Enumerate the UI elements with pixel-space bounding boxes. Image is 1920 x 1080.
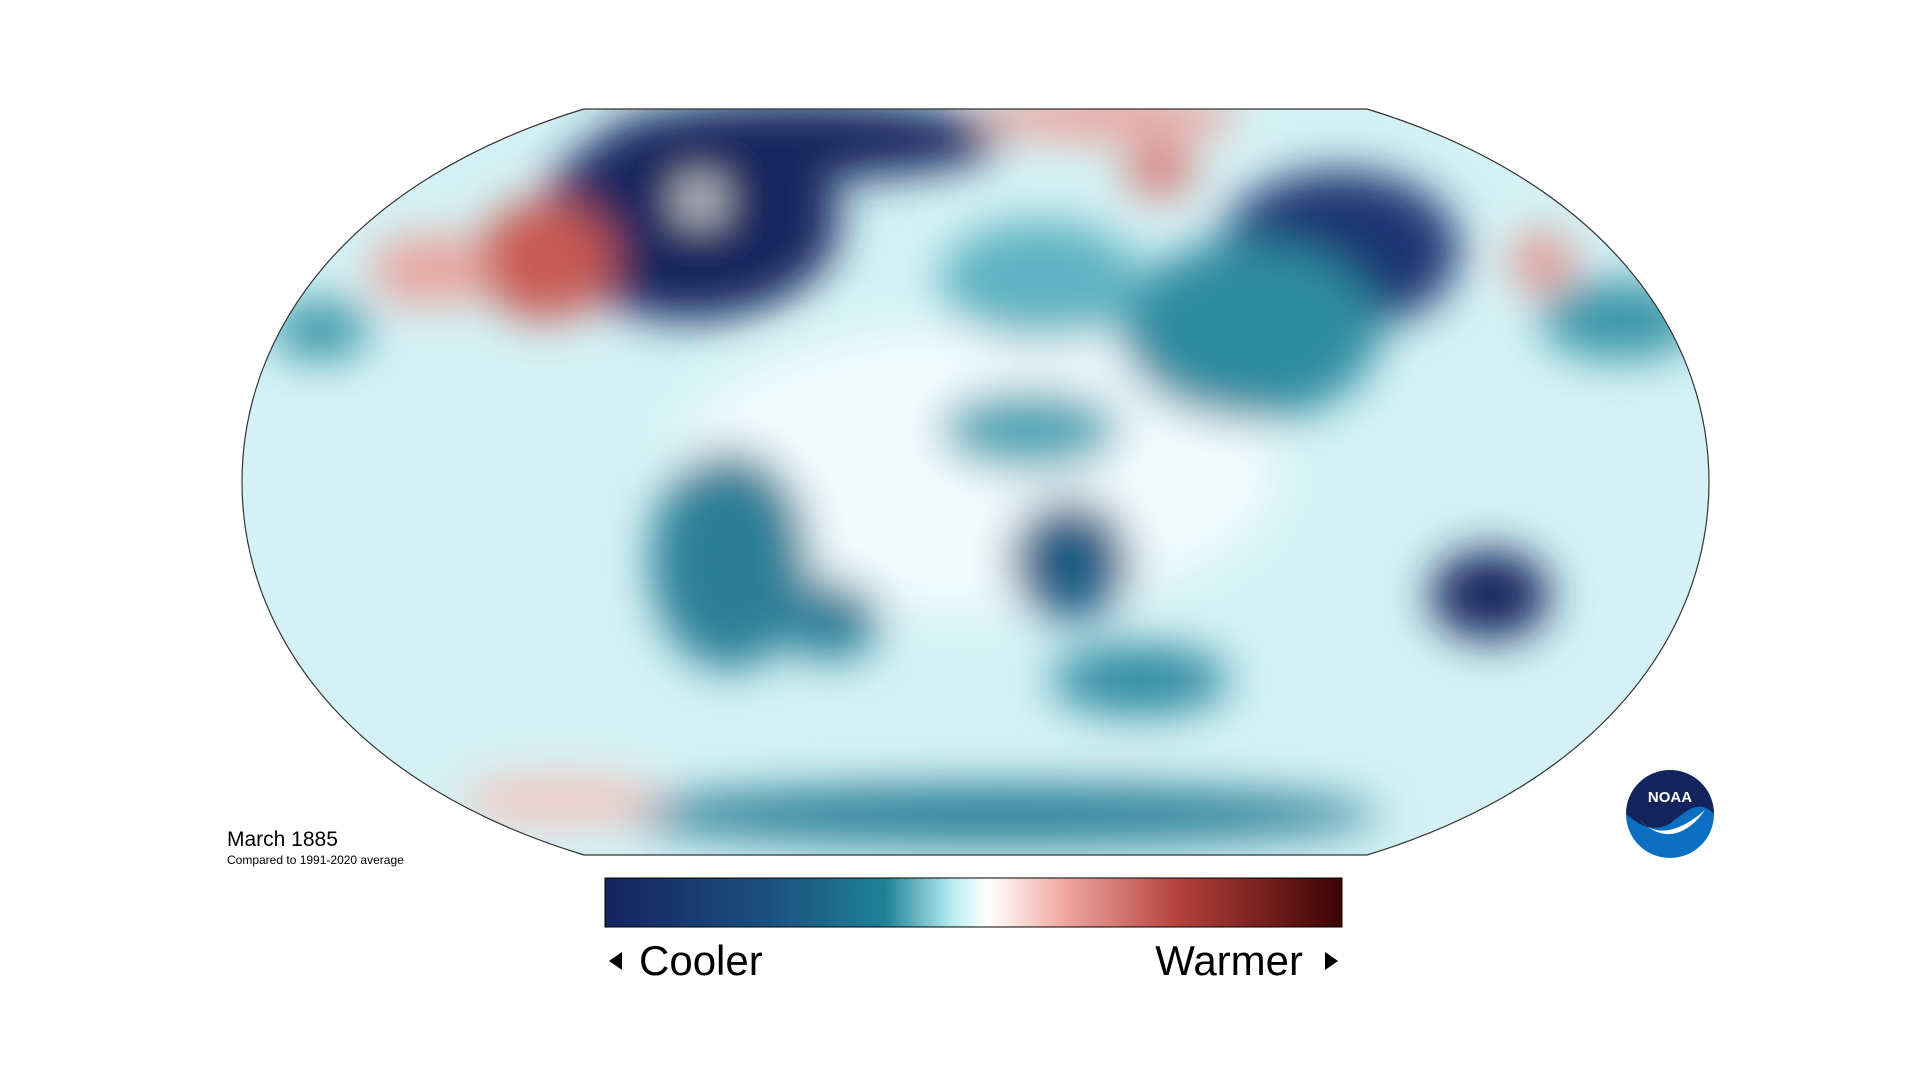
cooler-arrow bbox=[609, 952, 622, 970]
map-outline bbox=[241, 108, 1710, 856]
logo-text: NOAA bbox=[1648, 789, 1692, 806]
legend-high-label: Warmer bbox=[1155, 937, 1303, 984]
color-scale-bar bbox=[604, 877, 1343, 928]
noaa-logo: NOAA bbox=[1626, 770, 1714, 858]
map-field bbox=[242, 109, 1709, 855]
legend-low-label: Cooler bbox=[639, 937, 763, 984]
warmer-arrow bbox=[1325, 952, 1338, 970]
map-subtitle: Compared to 1991-2020 average bbox=[227, 853, 404, 867]
map-title: March 1885 bbox=[227, 828, 338, 851]
